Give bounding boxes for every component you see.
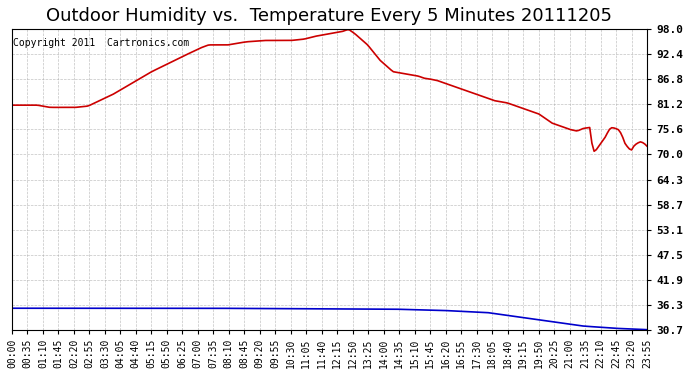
- Title: Outdoor Humidity vs.  Temperature Every 5 Minutes 20111205: Outdoor Humidity vs. Temperature Every 5…: [46, 7, 613, 25]
- Text: Copyright 2011  Cartronics.com: Copyright 2011 Cartronics.com: [13, 38, 190, 48]
